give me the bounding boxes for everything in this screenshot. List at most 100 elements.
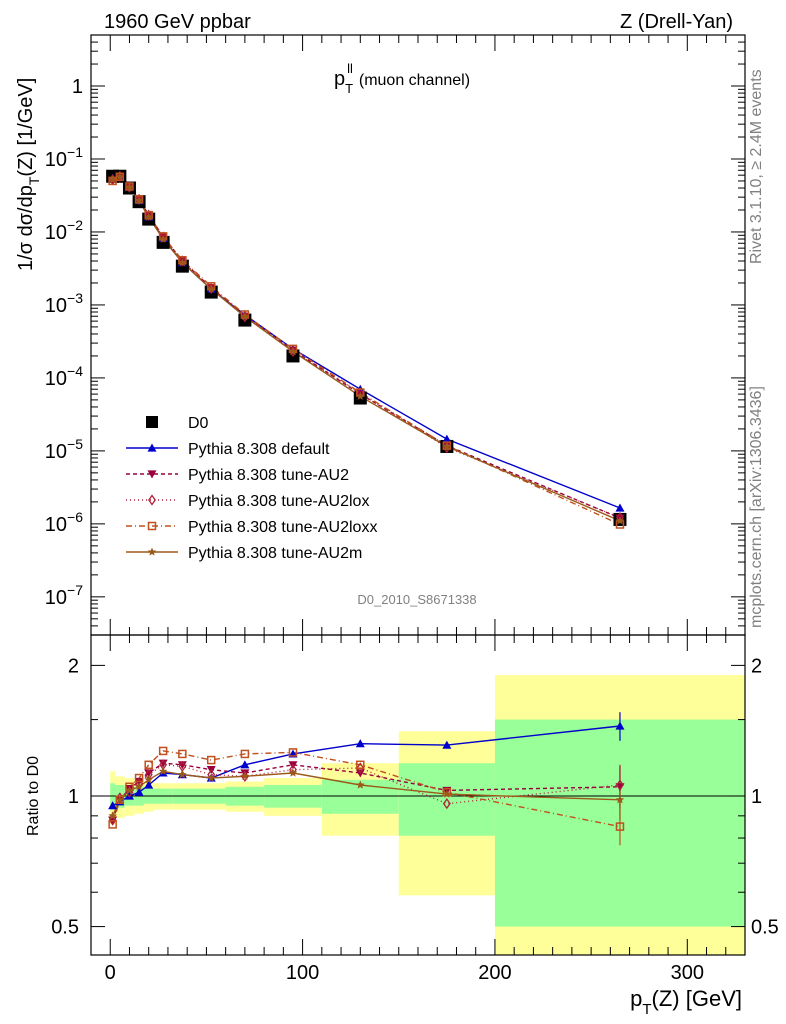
ratio-y-tick-label-1: 1 [68, 786, 79, 808]
legend-marker-au2loxx [147, 521, 157, 531]
main-point-au2m-1 [115, 172, 125, 181]
main-y-tick-label-2: 10−2 [45, 217, 83, 244]
main-point-au2lox-3 [135, 193, 144, 205]
main-y-tick-label-7: 10−7 [45, 582, 83, 609]
legend-marker-default [147, 443, 157, 452]
legend-label-au2loxx: Pythia 8.308 tune-AU2loxx [188, 519, 377, 536]
main-point-au2m-3 [134, 196, 144, 205]
main-point-au2lox-7 [207, 282, 216, 295]
main-y-tick-label-5: 10−5 [45, 436, 83, 463]
legend-marker-data [146, 416, 158, 428]
main-point-au2m-7 [206, 284, 216, 293]
mcplots-credit-label: mcplots.cern.ch [arXiv:1306.3436] [748, 386, 765, 628]
legend: D0 Pythia 8.308 default Pythia 8.308 tune-… [126, 415, 377, 562]
ratio-point-au2m-1 [115, 795, 125, 804]
ratio-point-au2m-2 [125, 785, 134, 795]
ratio-point-au2m-11 [442, 789, 452, 798]
ratio-point-au2loxx-10 [356, 760, 365, 770]
ratio-y-tick-label-2: 2 [68, 655, 79, 677]
ratio-y-tick-label-right-1: 1 [751, 786, 762, 808]
ratio-point-au2loxx-9 [288, 748, 298, 757]
main-point-au2lox-6 [178, 255, 187, 267]
legend-label-au2lox: Pythia 8.308 tune-AU2lox [188, 493, 369, 510]
main-y-axis-label: 1/σ dσ/dpT(Z) [1/GeV] [15, 78, 42, 271]
ratio-point-default-2 [124, 791, 134, 800]
main-y-tick-label-6: 10−6 [45, 509, 83, 536]
main-point-au2m-4 [144, 212, 153, 221]
main-point-au2m-0 [108, 175, 117, 184]
ratio-point-au2m-0 [108, 811, 117, 820]
ratio-point-au2m-7 [206, 773, 216, 782]
ratio-uncertainty-bands [110, 675, 745, 955]
ratio-point-au2m-6 [178, 770, 187, 779]
main-point-au2m-6 [178, 258, 187, 267]
ratio-point-default-4 [144, 780, 154, 789]
ratio-point-au2-5 [158, 759, 168, 768]
ratio-point-au2loxx-12 [615, 822, 625, 831]
main-point-au2m-5 [158, 234, 168, 243]
ratio-point-au2lox-12 [616, 779, 624, 791]
ratio-point-au2-4 [144, 769, 154, 778]
analysis-id-watermark: D0_2010_S8671338 [357, 592, 476, 607]
legend-label-au2: Pythia 8.308 tune-AU2 [188, 467, 349, 484]
ratio-point-au2m-9 [288, 768, 298, 777]
series-markers [106, 169, 627, 831]
ratio-point-au2m-10 [356, 780, 365, 789]
ratio-point-au2m-8 [240, 771, 250, 780]
ratio-point-au2loxx-7 [206, 755, 216, 765]
ratio-point-au2m-4 [144, 775, 153, 784]
ratio-point-au2-6 [177, 761, 187, 770]
main-point-au2m-12 [615, 516, 625, 525]
ratio-y-tick-label-0: 0.5 [51, 917, 79, 939]
main-y-tick-label-1: 10−1 [45, 144, 83, 171]
x-tick-label-1: 100 [286, 962, 319, 984]
x-tick-label-0: 0 [105, 962, 116, 984]
ratio-y-tick-label-right-0: 0.5 [751, 917, 779, 939]
main-point-au2lox-4 [144, 209, 153, 221]
ratio-point-default-0 [108, 801, 118, 810]
main-point-au2lox-5 [159, 231, 168, 243]
legend-label-default: Pythia 8.308 default [188, 441, 330, 458]
main-point-au2m-9 [288, 347, 298, 356]
ratio-point-default-12 [615, 721, 625, 730]
ratio-point-au2m-12 [615, 795, 625, 804]
legend-marker-au2 [147, 470, 157, 479]
legend-label-au2m: Pythia 8.308 tune-AU2m [188, 545, 362, 562]
ratio-point-default-8 [240, 760, 250, 769]
ratio-y-tick-label-right-2: 2 [751, 655, 762, 677]
ratio-point-au2m-5 [158, 766, 168, 775]
main-point-default-11 [442, 434, 452, 443]
main-line-default [112, 176, 621, 509]
main-y-tick-label-4: 10−4 [45, 363, 83, 390]
ratio-point-au2lox-10 [356, 762, 365, 774]
ratio-point-au2loxx-5 [158, 746, 168, 756]
main-plot-title: pTll(muon channel) [334, 61, 470, 96]
main-point-au2m-8 [240, 312, 250, 321]
x-tick-label-2: 200 [478, 962, 511, 984]
header-left: 1960 GeV ppbar [104, 11, 251, 33]
main-y-tick-label-0: 1 [72, 76, 83, 98]
ratio-point-default-3 [134, 787, 144, 796]
ratio-point-default-10 [355, 739, 365, 748]
legend-marker-au2m [147, 547, 157, 556]
main-point-default-12 [615, 503, 625, 512]
ratio-point-au2loxx-4 [144, 760, 153, 770]
ratio-point-au2m-3 [134, 782, 144, 791]
legend-label-data: D0 [188, 415, 209, 432]
ratio-point-au2loxx-0 [108, 820, 117, 829]
main-point-au2m-10 [356, 391, 365, 400]
header-right: Z (Drell-Yan) [620, 11, 733, 33]
legend-marker-au2lox [148, 494, 156, 506]
axes: 1 10−1 10−2 10−3 10−4 10−5 10−6 10−7 0 100 200 300 0… [45, 34, 779, 984]
ratio-point-au2loxx-6 [178, 749, 187, 759]
ratio-point-au2loxx-3 [134, 773, 144, 783]
x-axis-label: pT(Z) [GeV] [630, 986, 742, 1018]
x-tick-label-3: 300 [671, 962, 704, 984]
main-point-au2m-2 [125, 182, 134, 191]
ratio-point-au2lox-11 [442, 798, 451, 810]
rivet-version-label: Rivet 3.1.10, ≥ 2.4M events [748, 69, 765, 264]
main-y-tick-label-3: 10−3 [45, 290, 83, 317]
ratio-point-default-11 [442, 740, 452, 749]
ratio-point-au2loxx-8 [240, 749, 250, 759]
